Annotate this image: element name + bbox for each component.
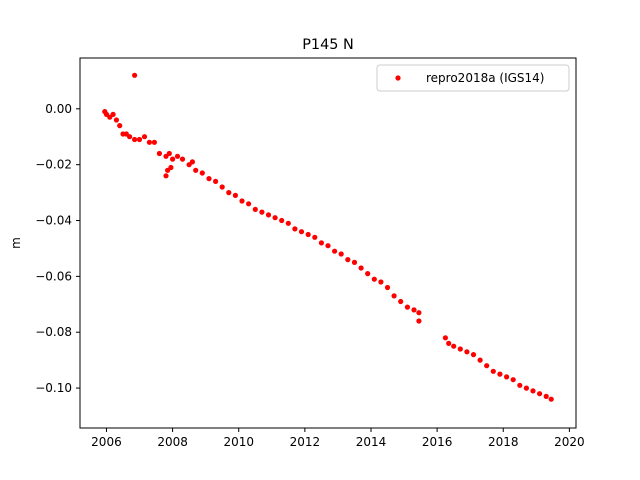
x-tick-label: 2010 bbox=[223, 435, 254, 449]
data-point bbox=[298, 229, 305, 235]
y-tick-label: −0.06 bbox=[35, 269, 72, 283]
data-point bbox=[332, 248, 338, 254]
data-point bbox=[371, 276, 377, 282]
data-point bbox=[219, 184, 225, 190]
data-point bbox=[132, 136, 138, 143]
data-point bbox=[213, 178, 219, 184]
x-tick-label: 2020 bbox=[554, 435, 585, 449]
data-point bbox=[384, 284, 391, 291]
data-point bbox=[113, 117, 119, 123]
data-point bbox=[404, 304, 410, 310]
data-point bbox=[259, 209, 265, 215]
x-tick-label: 2018 bbox=[488, 435, 519, 449]
x-tick-label: 2008 bbox=[157, 435, 188, 449]
data-point bbox=[504, 374, 510, 380]
x-tick-label: 2012 bbox=[290, 435, 321, 449]
x-axis: 2006 2008 2010 2012 2014 2016 2018 2020 bbox=[91, 428, 585, 449]
data-point bbox=[305, 231, 311, 238]
data-point bbox=[351, 259, 358, 265]
y-tick-label: −0.04 bbox=[35, 214, 72, 228]
data-point bbox=[416, 310, 422, 316]
data-point bbox=[470, 352, 477, 358]
data-point bbox=[246, 201, 252, 207]
data-point bbox=[163, 173, 169, 179]
legend-box bbox=[376, 64, 570, 92]
data-point bbox=[179, 156, 186, 162]
data-point bbox=[484, 363, 490, 369]
data-point bbox=[141, 134, 148, 140]
axes-frame bbox=[79, 57, 577, 429]
data-point bbox=[497, 371, 503, 377]
data-point bbox=[193, 167, 199, 173]
data-point bbox=[517, 382, 523, 388]
data-point bbox=[168, 164, 174, 171]
x-tick-label: 2006 bbox=[91, 435, 122, 449]
data-point bbox=[117, 123, 123, 129]
data-point bbox=[292, 226, 298, 232]
y-tick-label: −0.10 bbox=[35, 381, 72, 395]
data-point bbox=[477, 357, 483, 363]
data-point bbox=[537, 391, 543, 397]
data-point bbox=[378, 279, 384, 285]
data-point bbox=[325, 243, 331, 249]
data-point bbox=[136, 136, 143, 143]
data-point bbox=[265, 212, 272, 218]
data-point bbox=[451, 343, 457, 349]
legend-label: repro2018a (IGS14) bbox=[426, 71, 544, 85]
data-point bbox=[442, 335, 448, 341]
data-point bbox=[110, 111, 116, 117]
data-point bbox=[252, 206, 258, 212]
y-tick-label: 0.00 bbox=[45, 102, 72, 116]
data-point bbox=[132, 72, 138, 78]
data-point bbox=[345, 257, 351, 263]
data-point bbox=[312, 234, 318, 240]
data-point bbox=[272, 215, 278, 221]
data-point bbox=[530, 388, 536, 394]
data-point bbox=[365, 271, 371, 277]
data-point bbox=[232, 192, 238, 198]
x-tick-label: 2016 bbox=[422, 435, 453, 449]
chart-title: P145 N bbox=[302, 37, 354, 53]
data-point bbox=[464, 349, 470, 355]
data-point bbox=[490, 368, 496, 374]
data-point bbox=[170, 156, 176, 162]
data-point bbox=[358, 265, 364, 271]
data-point bbox=[151, 139, 157, 145]
y-tick-label: −0.02 bbox=[35, 158, 72, 172]
data-point bbox=[127, 134, 133, 140]
data-point bbox=[338, 251, 344, 257]
data-point bbox=[457, 346, 463, 352]
data-point bbox=[279, 217, 285, 224]
data-point bbox=[548, 396, 554, 402]
data-point bbox=[416, 318, 422, 324]
legend-marker bbox=[395, 75, 401, 81]
data-point bbox=[166, 150, 172, 157]
data-point bbox=[523, 385, 530, 391]
y-tick-label: −0.08 bbox=[35, 325, 72, 339]
data-point bbox=[239, 198, 245, 204]
data-point bbox=[156, 150, 162, 157]
data-point bbox=[510, 377, 516, 383]
data-point bbox=[411, 307, 417, 313]
data-points bbox=[102, 72, 554, 402]
data-point bbox=[226, 190, 232, 196]
data-point bbox=[446, 340, 452, 346]
data-point bbox=[318, 240, 324, 246]
data-point bbox=[189, 159, 195, 165]
data-point bbox=[543, 393, 549, 399]
y-axis: 0.00 −0.02 −0.04 −0.06 −0.08 −0.10 bbox=[35, 102, 80, 395]
data-point bbox=[206, 176, 212, 182]
data-point bbox=[285, 220, 291, 226]
data-point bbox=[199, 170, 205, 176]
x-tick-label: 2014 bbox=[356, 435, 387, 449]
y-axis-label: m bbox=[9, 237, 23, 249]
data-point bbox=[391, 293, 397, 299]
data-point bbox=[146, 139, 152, 145]
data-point bbox=[398, 298, 404, 305]
data-point bbox=[174, 153, 181, 159]
legend: repro2018a (IGS14) bbox=[376, 64, 570, 92]
